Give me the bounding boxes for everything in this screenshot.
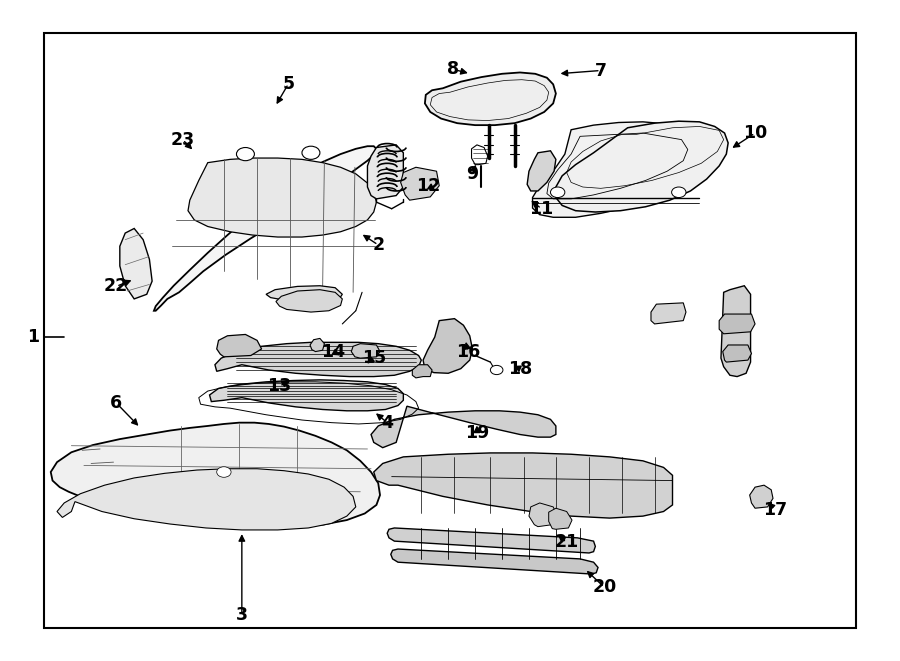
Circle shape — [302, 146, 320, 159]
Text: 20: 20 — [592, 578, 617, 596]
Polygon shape — [556, 121, 728, 212]
Polygon shape — [425, 73, 556, 125]
Text: 16: 16 — [455, 342, 480, 360]
Circle shape — [491, 366, 503, 375]
Text: 4: 4 — [382, 414, 393, 432]
Polygon shape — [351, 344, 380, 358]
Text: 18: 18 — [508, 360, 532, 377]
Text: 21: 21 — [554, 533, 579, 551]
Polygon shape — [472, 145, 488, 165]
Circle shape — [671, 187, 686, 198]
Polygon shape — [276, 290, 342, 312]
Polygon shape — [549, 508, 572, 529]
Polygon shape — [310, 338, 324, 352]
Polygon shape — [57, 469, 356, 530]
Polygon shape — [391, 549, 598, 574]
Text: 3: 3 — [236, 606, 248, 624]
Polygon shape — [120, 229, 152, 299]
Circle shape — [551, 187, 565, 198]
Polygon shape — [210, 380, 403, 410]
Polygon shape — [215, 342, 421, 377]
Polygon shape — [387, 528, 596, 553]
Polygon shape — [651, 303, 686, 324]
Polygon shape — [750, 485, 773, 508]
Polygon shape — [374, 453, 672, 518]
Text: 12: 12 — [417, 176, 441, 195]
Polygon shape — [529, 503, 558, 527]
Polygon shape — [527, 151, 556, 191]
Text: 14: 14 — [321, 342, 346, 360]
Text: 5: 5 — [283, 75, 294, 93]
Text: 17: 17 — [762, 500, 787, 518]
Text: 22: 22 — [104, 278, 129, 295]
Text: 6: 6 — [110, 394, 122, 412]
Text: 19: 19 — [464, 424, 489, 442]
Circle shape — [217, 467, 231, 477]
Polygon shape — [533, 122, 699, 217]
Polygon shape — [188, 158, 376, 237]
Text: 15: 15 — [362, 349, 386, 367]
Polygon shape — [50, 422, 380, 527]
Text: 1: 1 — [27, 328, 39, 346]
Text: 23: 23 — [171, 131, 194, 149]
Polygon shape — [400, 167, 439, 200]
Polygon shape — [721, 286, 751, 377]
Circle shape — [237, 147, 255, 161]
Polygon shape — [217, 334, 262, 357]
Polygon shape — [423, 319, 473, 373]
Text: 9: 9 — [466, 165, 479, 183]
Polygon shape — [367, 145, 403, 199]
Text: 2: 2 — [373, 236, 384, 254]
Polygon shape — [723, 345, 752, 362]
Polygon shape — [719, 314, 755, 334]
Polygon shape — [266, 286, 342, 304]
Text: 8: 8 — [446, 60, 459, 78]
Polygon shape — [412, 365, 432, 378]
Text: 10: 10 — [742, 124, 767, 142]
Text: 11: 11 — [529, 200, 554, 217]
Text: 13: 13 — [267, 377, 292, 395]
Polygon shape — [154, 146, 376, 311]
Text: 7: 7 — [595, 61, 607, 79]
Polygon shape — [371, 407, 556, 447]
